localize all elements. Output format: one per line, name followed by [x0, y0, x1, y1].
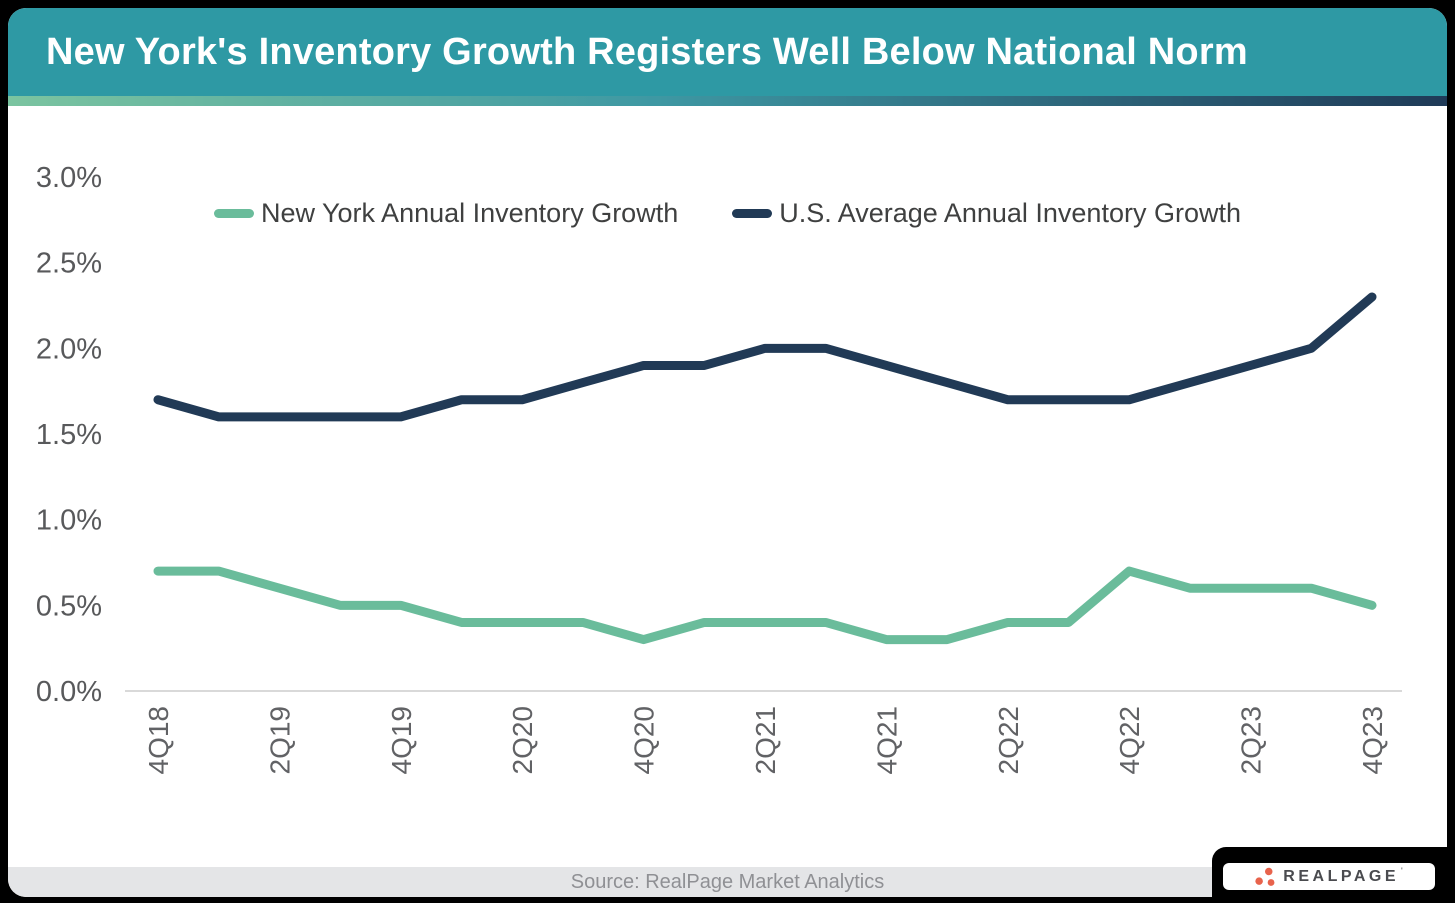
legend-item-new-york: New York Annual Inventory Growth — [213, 198, 679, 229]
realpage-logo: REALPAGE ' — [1223, 863, 1435, 890]
chart-card: New York's Inventory Growth Registers We… — [8, 8, 1447, 897]
realpage-logo-mark: ' — [1401, 866, 1403, 876]
chart-header: New York's Inventory Growth Registers We… — [8, 8, 1447, 96]
x-tick-label: 4Q22 — [1114, 706, 1145, 775]
legend-label-us-average: U.S. Average Annual Inventory Growth — [779, 198, 1241, 228]
y-tick-label: 3.0% — [36, 162, 102, 194]
x-tick-label: 4Q23 — [1357, 706, 1388, 775]
x-tick-label: 2Q19 — [264, 706, 295, 775]
x-tick-label: 2Q21 — [750, 706, 781, 775]
legend-marker-us-average — [732, 209, 773, 218]
new-york-line — [153, 566, 1377, 645]
y-tick-label: 1.0% — [36, 505, 102, 537]
source-text: Source: RealPage Market Analytics — [570, 870, 885, 893]
x-tick-label: 2Q20 — [507, 706, 538, 775]
realpage-logo-text: REALPAGE — [1283, 867, 1399, 885]
realpage-dots-icon — [1255, 867, 1275, 886]
x-tick-label: 2Q23 — [1236, 706, 1267, 775]
legend-label-new-york: New York Annual Inventory Growth — [260, 198, 679, 228]
x-tick-label: 4Q21 — [871, 706, 902, 775]
y-tick-label: 2.0% — [36, 333, 102, 365]
accent-gradient-bar — [8, 96, 1447, 106]
x-tick-label: 4Q19 — [386, 706, 417, 775]
realpage-logo-patch: REALPAGE ' — [1212, 847, 1455, 903]
legend-item-us-average: U.S. Average Annual Inventory Growth — [732, 198, 1241, 229]
y-tick-label: 2.5% — [36, 248, 102, 280]
source-footer: Source: RealPage Market Analytics — [8, 867, 1447, 897]
x-tick-label: 4Q18 — [143, 706, 174, 775]
y-tick-label: 1.5% — [36, 419, 102, 451]
inventory-growth-chart: 0.0% 0.5% 1.0% 1.5% 2.0% 2.5% 3.0% 4Q18 2Q19 4Q19… — [36, 162, 1402, 775]
y-tick-label: 0.5% — [36, 590, 102, 622]
legend: New York Annual Inventory Growth U.S. Av… — [8, 198, 1447, 229]
us-average-line — [153, 292, 1377, 422]
x-tick-label: 4Q20 — [629, 706, 660, 775]
chart-title: New York's Inventory Growth Registers We… — [46, 30, 1248, 73]
y-tick-label: 0.0% — [36, 676, 102, 708]
legend-marker-new-york — [213, 209, 254, 218]
x-tick-label: 2Q22 — [993, 706, 1024, 775]
